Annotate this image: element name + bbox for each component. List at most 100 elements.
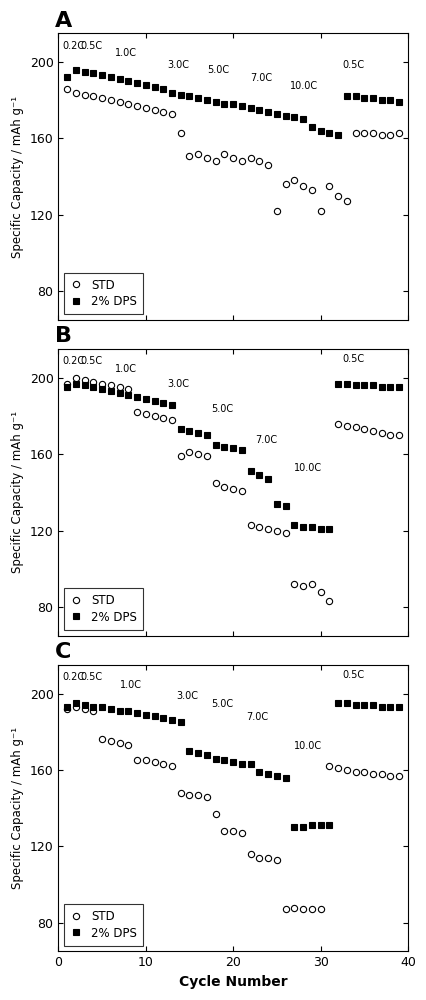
Y-axis label: Specific Capacity / mAh g⁻¹: Specific Capacity / mAh g⁻¹ — [11, 411, 24, 573]
2% DPS — [343, 697, 348, 709]
2% DPS — [370, 699, 375, 711]
2% DPS — [370, 379, 375, 391]
2% DPS — [308, 521, 314, 533]
2% DPS — [396, 96, 401, 108]
2% DPS — [239, 758, 244, 770]
2% DPS — [308, 121, 314, 133]
Text: 0.5C: 0.5C — [342, 354, 364, 364]
STD — [152, 410, 157, 422]
STD — [143, 102, 148, 114]
2% DPS — [187, 90, 192, 102]
2% DPS — [248, 465, 253, 477]
STD — [308, 903, 314, 915]
2% DPS — [99, 383, 104, 395]
2% DPS — [143, 393, 148, 405]
2% DPS — [273, 770, 279, 782]
Text: 10.0C: 10.0C — [294, 463, 322, 473]
2% DPS — [265, 473, 270, 485]
2% DPS — [213, 753, 218, 765]
STD — [230, 152, 235, 164]
2% DPS — [117, 705, 122, 717]
2% DPS — [91, 67, 96, 79]
Text: A: A — [55, 11, 72, 31]
STD — [222, 148, 227, 160]
STD — [378, 768, 383, 780]
STD — [378, 427, 383, 439]
2% DPS — [178, 423, 183, 435]
2% DPS — [230, 756, 235, 768]
STD — [282, 527, 288, 539]
2% DPS — [378, 94, 383, 106]
STD — [361, 766, 366, 778]
STD — [152, 756, 157, 768]
2% DPS — [326, 127, 331, 139]
STD — [230, 825, 235, 837]
2% DPS — [169, 399, 174, 411]
STD — [222, 481, 227, 493]
2% DPS — [361, 379, 366, 391]
2% DPS — [326, 819, 331, 831]
STD — [300, 580, 305, 592]
2% DPS — [99, 69, 104, 81]
STD — [204, 152, 209, 164]
2% DPS — [291, 111, 296, 123]
STD — [282, 178, 288, 190]
STD — [396, 429, 401, 441]
STD — [335, 762, 340, 774]
2% DPS — [317, 523, 322, 535]
Line: 2% DPS: 2% DPS — [64, 67, 401, 138]
STD — [352, 421, 357, 433]
STD — [143, 408, 148, 420]
Line: STD: STD — [64, 704, 401, 913]
STD — [282, 903, 288, 915]
STD — [195, 148, 200, 160]
2% DPS — [195, 92, 200, 104]
Text: 7.0C: 7.0C — [254, 435, 276, 445]
STD — [239, 827, 244, 839]
Text: 5.0C: 5.0C — [207, 65, 229, 75]
STD — [291, 902, 296, 914]
STD — [387, 129, 392, 141]
2% DPS — [178, 89, 183, 101]
X-axis label: Cycle Number: Cycle Number — [178, 975, 287, 989]
2% DPS — [134, 707, 139, 719]
2% DPS — [108, 71, 113, 83]
2% DPS — [125, 389, 130, 401]
STD — [265, 852, 270, 864]
STD — [326, 180, 331, 192]
STD — [125, 739, 130, 751]
STD — [204, 791, 209, 803]
STD — [64, 703, 69, 715]
Text: 1.0C: 1.0C — [119, 680, 141, 690]
STD — [187, 150, 192, 162]
STD — [160, 412, 165, 424]
2% DPS — [134, 391, 139, 403]
Text: 10.0C: 10.0C — [289, 81, 317, 91]
STD — [99, 733, 104, 745]
STD — [291, 174, 296, 186]
2% DPS — [187, 425, 192, 437]
2% DPS — [343, 378, 348, 390]
STD — [256, 521, 261, 533]
2% DPS — [117, 387, 122, 399]
STD — [82, 374, 87, 386]
Text: 0.5C: 0.5C — [80, 41, 102, 51]
STD — [73, 87, 78, 99]
2% DPS — [82, 66, 87, 78]
STD — [73, 701, 78, 713]
STD — [335, 190, 340, 202]
2% DPS — [256, 104, 261, 116]
STD — [361, 423, 366, 435]
Line: STD: STD — [64, 375, 401, 604]
Text: 0.5C: 0.5C — [342, 60, 364, 70]
STD — [134, 100, 139, 112]
2% DPS — [273, 498, 279, 510]
STD — [134, 754, 139, 766]
STD — [82, 89, 87, 101]
STD — [108, 735, 113, 747]
STD — [178, 450, 183, 462]
STD — [117, 737, 122, 749]
STD — [134, 406, 139, 418]
STD — [343, 764, 348, 776]
STD — [64, 378, 69, 390]
